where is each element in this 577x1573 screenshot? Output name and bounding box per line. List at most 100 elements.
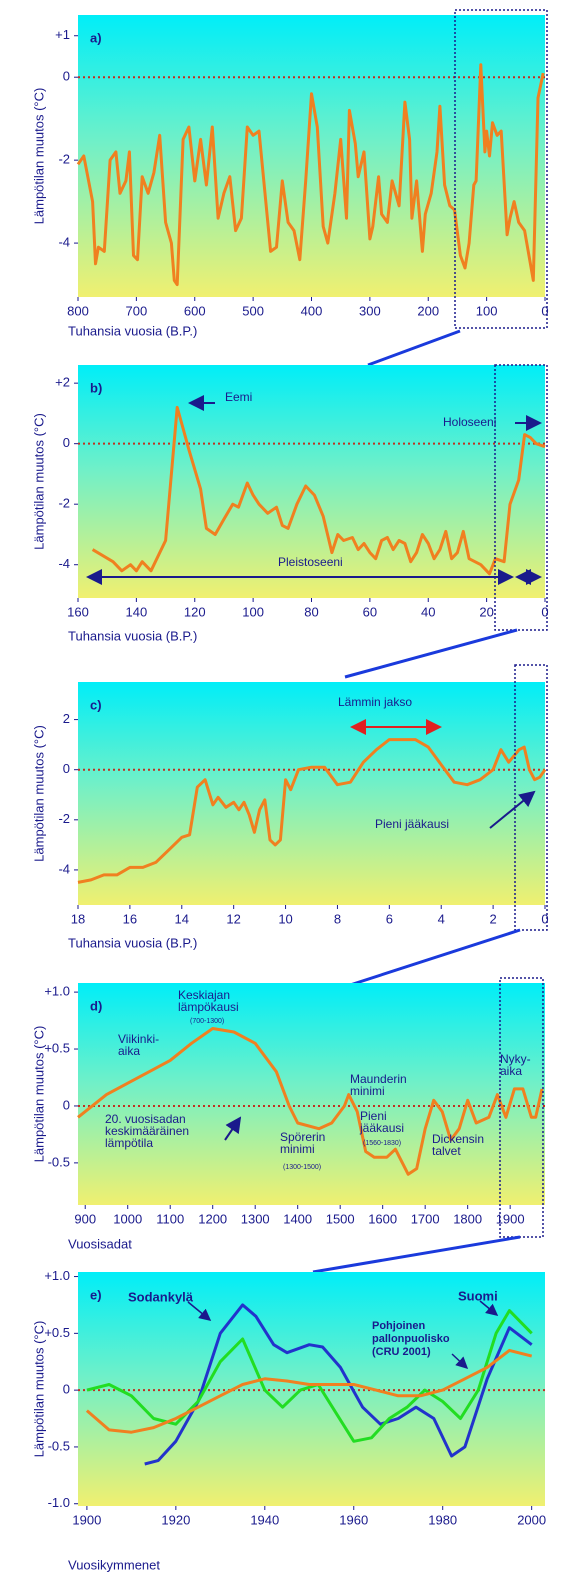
x-tick-label: 120 [184, 604, 206, 619]
x-tick-label: 1100 [156, 1211, 184, 1226]
y-tick-label: 0 [63, 761, 70, 776]
y-tick-label: 0 [63, 69, 70, 84]
x-tick-label: 100 [476, 303, 498, 318]
x-axis-title: Vuosikymmenet [68, 1557, 160, 1572]
x-tick-label: 12 [226, 911, 240, 926]
annotation: Eemi [225, 390, 252, 404]
x-tick-label: 1980 [428, 1512, 457, 1527]
data-line [86, 1309, 533, 1443]
y-tick-label: +1.0 [44, 984, 70, 999]
y-axis-title: Lämpötilan muutos (°C) [31, 413, 46, 550]
annotation: Pleistoseeni [278, 555, 343, 569]
x-tick-label: 1000 [113, 1211, 142, 1226]
plot-background [78, 1272, 545, 1506]
series-label: Suomi [458, 1288, 498, 1303]
arrow [224, 1116, 242, 1141]
x-tick-label: 200 [417, 303, 439, 318]
panel-label: a) [90, 30, 102, 45]
y-tick-label: 0 [63, 435, 70, 450]
x-tick-label: 140 [126, 604, 148, 619]
annotation: Dickensin [432, 1132, 484, 1146]
data-line [77, 738, 547, 884]
y-tick-label: 2 [63, 711, 70, 726]
y-tick-label: 0 [63, 1097, 70, 1112]
plot-background [78, 15, 545, 297]
data-line [144, 1303, 533, 1466]
annotation: (700-1300) [190, 1018, 224, 1025]
y-tick-label: 0 [63, 1382, 70, 1397]
x-tick-label: 1900 [72, 1512, 101, 1527]
x-tick-label: 0 [541, 911, 548, 926]
x-tick-label: 100 [242, 604, 264, 619]
x-tick-label: 2 [489, 911, 496, 926]
x-tick-label: 1800 [453, 1211, 482, 1226]
annotation: Nyky- [500, 1052, 531, 1066]
annotation: (1560-1830) [363, 1140, 401, 1147]
x-tick-label: 0 [541, 604, 548, 619]
annotation: Spörerin [280, 1130, 325, 1144]
y-tick-label: -0.5 [48, 1154, 70, 1169]
data-line [76, 63, 545, 287]
x-tick-label: 6 [386, 911, 393, 926]
panel-label: b) [90, 380, 102, 395]
series-label: Pohjoinen pallonpuolisko (CRU 2001) [372, 1320, 450, 1358]
zoom-connector [367, 329, 461, 367]
zoom-connector [344, 628, 518, 679]
annotation: Lämmin jakso [338, 695, 412, 709]
panel-label: e) [90, 1287, 102, 1302]
y-tick-label: -1.0 [48, 1495, 70, 1510]
x-axis-title: Tuhansia vuosia (B.P.) [68, 323, 197, 338]
y-tick-label: +0.5 [44, 1325, 70, 1340]
x-tick-label: 18 [71, 911, 85, 926]
x-tick-label: 900 [74, 1211, 96, 1226]
y-tick-label: +2 [55, 375, 70, 390]
y-tick-label: -4 [58, 556, 70, 571]
x-tick-label: 800 [67, 303, 89, 318]
y-tick-label: +1 [55, 27, 70, 42]
annotation: Keskiajan [178, 988, 230, 1002]
annotation: aika [500, 1064, 522, 1078]
x-tick-label: 0 [541, 303, 548, 318]
annotation: 20. vuosisadan [105, 1112, 186, 1126]
data-line [77, 1027, 544, 1176]
y-tick-label: -4 [58, 235, 70, 250]
x-tick-label: 2000 [517, 1512, 546, 1527]
annotation: lämpötila [105, 1136, 153, 1150]
x-tick-label: 60 [363, 604, 377, 619]
x-tick-label: 1700 [411, 1211, 440, 1226]
x-tick-label: 600 [184, 303, 206, 318]
annotation: Maunderin [350, 1072, 407, 1086]
x-tick-label: 8 [334, 911, 341, 926]
x-axis-title: Vuosisadat [68, 1236, 132, 1251]
x-tick-label: 1940 [250, 1512, 279, 1527]
label-arrow [451, 1353, 469, 1370]
annotation: jääkausi [359, 1121, 404, 1135]
x-tick-label: 16 [123, 911, 137, 926]
annotation: minimi [280, 1142, 315, 1156]
x-tick-label: 400 [301, 303, 323, 318]
annotation: talvet [432, 1144, 461, 1158]
data-line [91, 405, 546, 576]
annotation: minimi [350, 1084, 385, 1098]
y-tick-label: -0.5 [48, 1438, 70, 1453]
x-tick-label: 1200 [198, 1211, 227, 1226]
label-arrow [479, 1300, 499, 1316]
annotation: lämpökausi [178, 1000, 239, 1014]
y-tick-label: -2 [58, 811, 70, 826]
annotation: keskimääräinen [105, 1124, 189, 1138]
x-tick-label: 300 [359, 303, 381, 318]
y-axis-title: Lämpötilan muutos (°C) [31, 1026, 46, 1163]
x-tick-label: 80 [304, 604, 318, 619]
annotation: Pieni [360, 1109, 387, 1123]
panel-label: c) [90, 697, 102, 712]
y-tick-label: -2 [58, 496, 70, 511]
x-tick-label: 700 [126, 303, 148, 318]
x-axis-title: Tuhansia vuosia (B.P.) [68, 628, 197, 643]
x-tick-label: 1920 [161, 1512, 190, 1527]
annotation: Holoseeni [443, 415, 496, 429]
zoom-box [514, 664, 548, 931]
annotation: Viikinki- [118, 1032, 159, 1046]
y-tick-label: +0.5 [44, 1040, 70, 1055]
data-line [85, 1348, 533, 1434]
